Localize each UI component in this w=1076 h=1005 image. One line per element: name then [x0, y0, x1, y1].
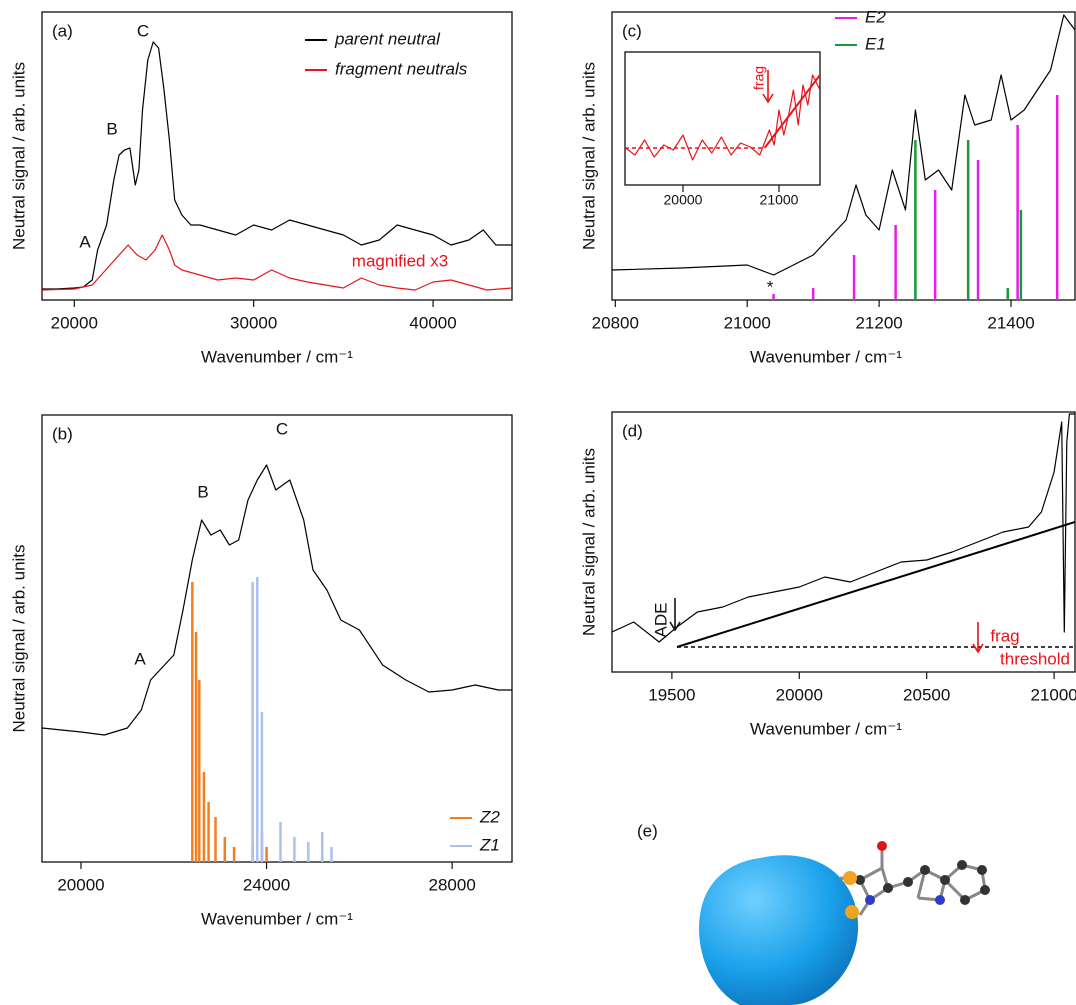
legend-label: Z1	[479, 835, 500, 854]
nitrogen	[935, 895, 945, 905]
annotation: frag	[751, 66, 767, 90]
legend-label: E1	[865, 34, 886, 53]
y-axis-label: Neutral signal / arb. units	[9, 544, 28, 732]
x-tick-label: 21000	[724, 313, 771, 332]
plot-frame	[625, 52, 820, 185]
panel-label: (c)	[622, 21, 642, 40]
annotation: A	[79, 232, 91, 251]
panel-label: (a)	[52, 21, 73, 40]
annotation: threshold	[1000, 649, 1070, 668]
x-tick-label: 20500	[903, 685, 950, 704]
x-axis-label: Wavenumber / cm⁻¹	[201, 909, 353, 928]
x-tick-label: 24000	[243, 875, 290, 894]
x-axis-label: Wavenumber / cm⁻¹	[201, 347, 353, 366]
x-tick-label: 19500	[648, 685, 695, 704]
annotation: A	[134, 649, 146, 668]
x-tick-label: 20000	[51, 313, 98, 332]
annotation: B	[106, 119, 117, 138]
nitrogen	[865, 895, 875, 905]
x-tick-label: 20000	[664, 192, 703, 208]
x-tick-label: 20800	[592, 313, 639, 332]
annotation: C	[276, 419, 288, 438]
x-tick-label: 28000	[429, 875, 476, 894]
legend-label: parent neutral	[334, 29, 441, 48]
panel-label: (d)	[622, 421, 643, 440]
x-tick-label: 21000	[1030, 685, 1076, 704]
x-tick-label: 40000	[409, 313, 456, 332]
plot-frame	[42, 415, 512, 862]
y-axis-label: Neutral signal / arb. units	[9, 62, 28, 250]
lobe	[845, 905, 859, 919]
x-tick-label: 20000	[57, 875, 104, 894]
molecule-panel: (e)	[637, 821, 990, 1005]
legend-label: E2	[865, 7, 886, 26]
panel-label: (b)	[52, 424, 73, 443]
x-axis-label: Wavenumber / cm⁻¹	[750, 347, 902, 366]
x-tick-label: 21200	[855, 313, 902, 332]
legend-label: fragment neutrals	[335, 59, 468, 78]
x-tick-label: 21400	[987, 313, 1034, 332]
figure: (e) 20000 30000 40000 (a) Wavenumber / cm⁻¹ N…	[0, 0, 1076, 1005]
y-axis-label: Neutral signal / arb. units	[579, 448, 598, 636]
x-axis-label: Wavenumber / cm⁻¹	[750, 719, 902, 738]
x-tick-label: 21000	[760, 192, 799, 208]
legend-label: Z2	[479, 807, 500, 826]
lobe	[843, 871, 857, 885]
annotation: magnified x3	[352, 251, 448, 270]
orbital-blob	[699, 855, 858, 1005]
annotation: ADE	[651, 603, 670, 638]
x-tick-label: 30000	[230, 313, 277, 332]
annotation: C	[137, 21, 149, 40]
annotation: frag	[990, 626, 1019, 645]
oxygen	[877, 841, 887, 851]
annotation: *	[767, 277, 774, 296]
x-tick-label: 20000	[776, 685, 823, 704]
annotation: B	[197, 482, 208, 501]
panel-label: (e)	[637, 821, 658, 840]
y-axis-label: Neutral signal / arb. units	[579, 62, 598, 250]
